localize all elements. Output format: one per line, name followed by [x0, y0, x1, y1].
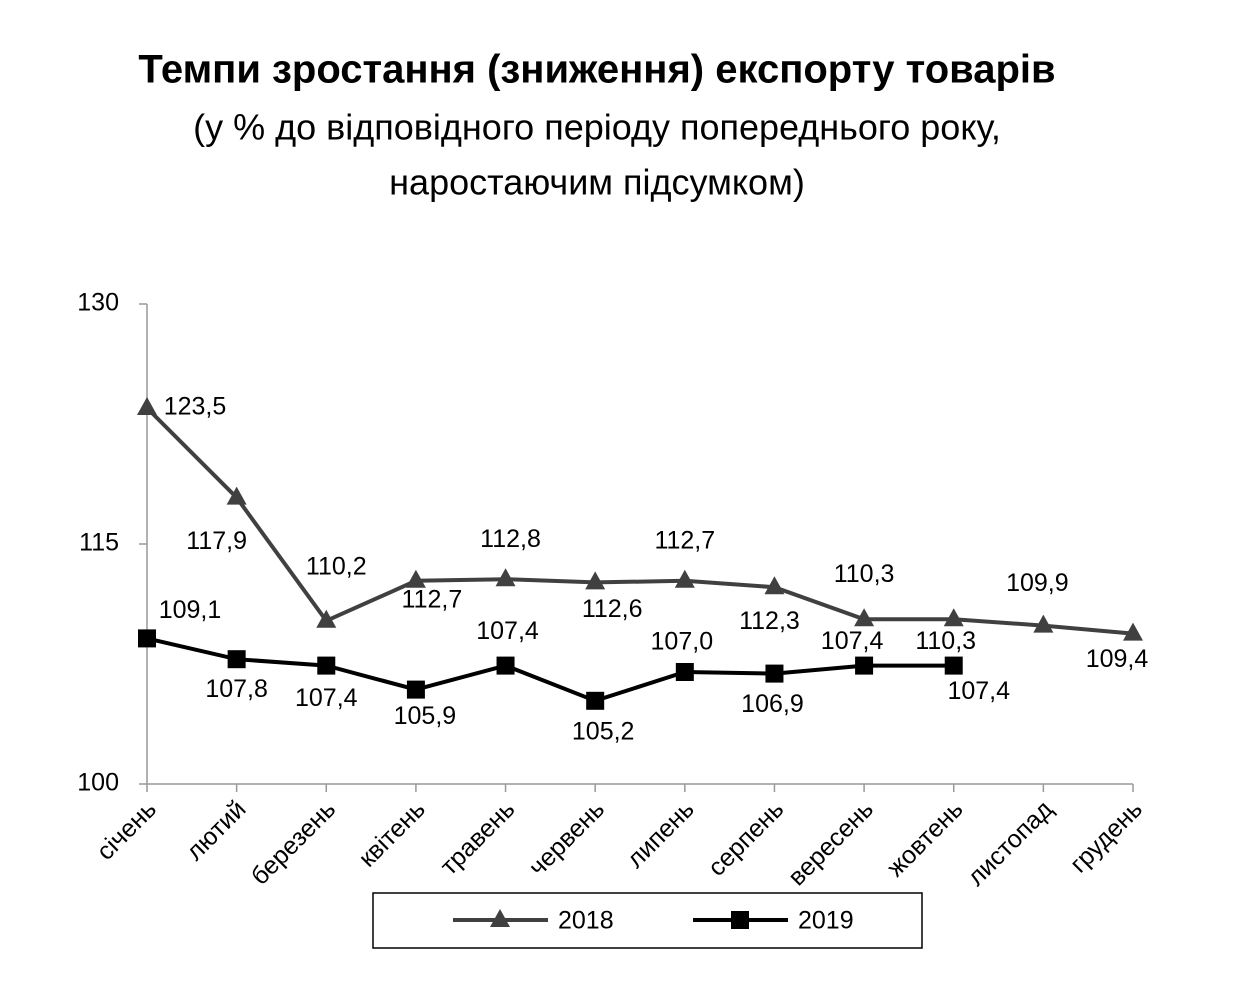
data-label: 110,3 — [834, 560, 895, 588]
data-label: 109,1 — [159, 596, 222, 624]
data-label: 107,4 — [947, 677, 1010, 705]
series-line — [145, 406, 1134, 636]
data-label: 112,3 — [739, 607, 800, 635]
series-line — [146, 636, 954, 703]
marker — [490, 909, 510, 927]
legend-label: 2018 — [558, 907, 614, 935]
legend-label: 2019 — [798, 907, 854, 935]
y-tick-label: 100 — [77, 769, 119, 797]
marker — [317, 656, 336, 675]
marker — [854, 608, 875, 627]
x-tick-label: жовтень — [881, 795, 968, 882]
data-label: 107,4 — [476, 617, 539, 645]
marker — [674, 569, 695, 588]
chart-subtitle: (у % до відповідного періоду попередньог… — [193, 107, 1001, 148]
marker — [764, 576, 785, 595]
marker — [137, 397, 157, 415]
x-tick-label: листопад — [962, 795, 1059, 892]
data-label: 107,8 — [205, 675, 268, 703]
x-tick-label: липень — [621, 795, 699, 873]
data-label: 123,5 — [164, 393, 227, 421]
chart-title: Темпи зростання (зниження) експорту това… — [138, 48, 1055, 92]
data-label: 112,7 — [654, 526, 715, 554]
marker — [943, 608, 964, 627]
data-label: 106,9 — [741, 690, 804, 718]
marker — [405, 569, 426, 588]
marker — [227, 650, 246, 669]
x-tick-label: травень — [435, 795, 521, 881]
data-label: 117,9 — [186, 527, 247, 555]
marker — [855, 656, 874, 675]
x-tick-label: серпень — [703, 795, 790, 882]
data-label: 109,9 — [1006, 569, 1069, 597]
marker — [496, 656, 515, 675]
y-tick-label: 115 — [79, 529, 119, 557]
marker — [226, 486, 247, 505]
y-tick-label: 130 — [77, 289, 119, 317]
data-label: 110,2 — [306, 552, 367, 580]
legend-box — [372, 892, 923, 949]
x-tick-label: червень — [523, 795, 610, 882]
marker — [675, 663, 694, 681]
chart-subtitle: наростаючим підсумком) — [389, 162, 805, 203]
marker — [731, 911, 749, 929]
marker — [406, 680, 425, 699]
data-label: 105,2 — [572, 717, 635, 745]
x-tick-label: квітень — [353, 795, 431, 873]
data-label: 107,4 — [295, 684, 358, 712]
marker — [495, 568, 516, 587]
x-tick-label: лютий — [181, 795, 252, 866]
marker — [765, 664, 784, 683]
data-label: 110,3 — [915, 627, 976, 655]
data-label: 107,4 — [821, 627, 884, 655]
data-label: 105,9 — [394, 702, 457, 730]
data-label: 112,7 — [402, 585, 463, 613]
marker — [585, 571, 606, 590]
marker — [944, 656, 963, 675]
data-label: 107,0 — [651, 628, 714, 656]
marker — [586, 691, 605, 710]
x-tick-label: січень — [91, 795, 162, 866]
marker — [138, 629, 156, 648]
x-tick-label: грудень — [1065, 795, 1148, 878]
marker — [1033, 614, 1054, 633]
x-tick-label: березень — [246, 795, 342, 891]
data-label: 109,4 — [1086, 645, 1149, 673]
data-label: 112,6 — [582, 595, 643, 623]
x-tick-label: вересень — [783, 795, 879, 891]
data-label: 112,8 — [480, 525, 541, 553]
marker — [316, 609, 337, 628]
marker — [1123, 622, 1143, 641]
